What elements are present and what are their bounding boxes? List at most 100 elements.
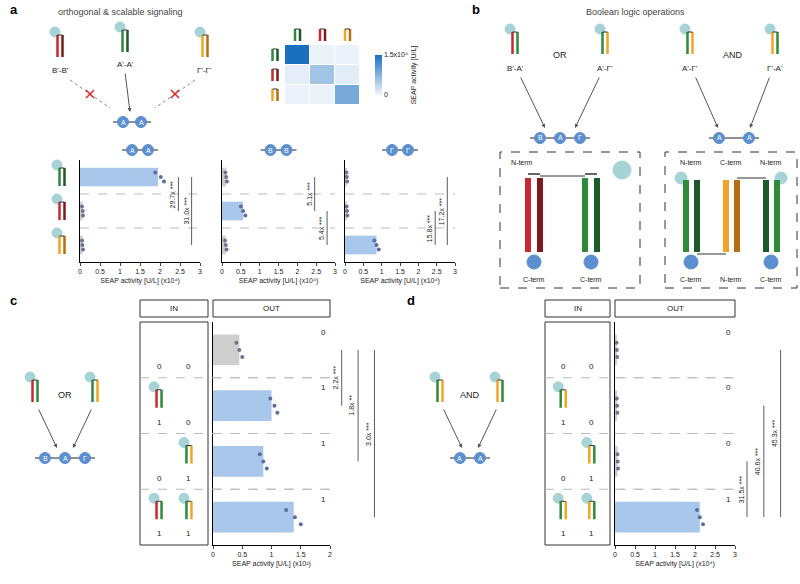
- svg-text:A'-A': A'-A': [117, 60, 134, 69]
- svg-text:SEAP activity [U/L] (x10⁴): SEAP activity [U/L] (x10⁴): [100, 277, 180, 285]
- svg-text:1: 1: [653, 551, 657, 558]
- svg-text:1.5: 1.5: [274, 268, 284, 275]
- svg-text:2: 2: [693, 551, 697, 558]
- svg-text:0: 0: [726, 439, 731, 448]
- svg-text:0: 0: [613, 551, 617, 558]
- svg-text:N-term: N-term: [680, 159, 702, 166]
- svg-text:1.5: 1.5: [135, 268, 145, 275]
- svg-text:40.6x ***: 40.6x ***: [754, 448, 761, 476]
- svg-text:15.8x ***: 15.8x ***: [426, 215, 433, 243]
- svg-text:3: 3: [453, 268, 457, 275]
- svg-text:A: A: [717, 134, 722, 141]
- svg-text:orthogonal & scalable signalin: orthogonal & scalable signaling: [58, 7, 183, 17]
- svg-text:0: 0: [589, 418, 594, 427]
- svg-text:5.1x ***: 5.1x ***: [306, 182, 313, 206]
- svg-text:A'-Γ': A'-Γ': [597, 64, 613, 73]
- svg-text:3: 3: [733, 551, 737, 558]
- svg-text:0: 0: [220, 268, 224, 275]
- svg-text:2: 2: [328, 551, 332, 558]
- svg-text:B: B: [43, 455, 48, 462]
- svg-text:B: B: [538, 134, 543, 141]
- svg-text:SEAP activity [U/L]: SEAP activity [U/L]: [410, 46, 418, 105]
- svg-text:IN: IN: [170, 304, 178, 313]
- svg-text:Γ'-A': Γ'-A': [767, 64, 783, 73]
- svg-text:2.5: 2.5: [175, 268, 185, 275]
- svg-text:Γ: Γ: [578, 134, 582, 141]
- svg-text:0: 0: [726, 328, 731, 337]
- svg-text:Γ: Γ: [390, 147, 394, 154]
- svg-text:0: 0: [561, 362, 566, 371]
- svg-text:17.2x ***: 17.2x ***: [438, 198, 445, 226]
- svg-text:C-term: C-term: [760, 276, 782, 283]
- svg-text:Boolean logic operations: Boolean logic operations: [586, 7, 685, 17]
- svg-text:2.5: 2.5: [432, 268, 442, 275]
- svg-text:1: 1: [321, 383, 326, 392]
- svg-text:1: 1: [380, 268, 384, 275]
- svg-text:1.5: 1.5: [395, 268, 405, 275]
- svg-text:A: A: [747, 134, 752, 141]
- svg-text:AND: AND: [723, 50, 743, 60]
- svg-text:1: 1: [726, 495, 731, 504]
- svg-text:A: A: [130, 147, 135, 154]
- svg-text:A: A: [121, 119, 126, 126]
- svg-text:1: 1: [561, 529, 566, 538]
- svg-text:3.0x ***: 3.0x ***: [365, 422, 372, 446]
- svg-text:0.5: 0.5: [630, 551, 640, 558]
- svg-text:SEAP activity [U/L] (x10²): SEAP activity [U/L] (x10²): [232, 560, 311, 568]
- svg-text:0: 0: [157, 362, 162, 371]
- svg-text:C-term: C-term: [680, 276, 702, 283]
- svg-text:Γ'-Γ': Γ'-Γ': [197, 66, 212, 75]
- svg-text:2.2x ***: 2.2x ***: [332, 366, 339, 390]
- svg-text:AND: AND: [460, 390, 480, 400]
- svg-text:1.5: 1.5: [670, 551, 680, 558]
- svg-text:1: 1: [157, 529, 162, 538]
- svg-text:Γ: Γ: [406, 147, 410, 154]
- svg-text:0.5: 0.5: [236, 268, 246, 275]
- svg-text:A: A: [139, 119, 144, 126]
- svg-text:a: a: [10, 2, 18, 17]
- svg-text:1: 1: [321, 495, 326, 504]
- svg-text:0: 0: [186, 418, 191, 427]
- svg-text:0.5: 0.5: [237, 551, 247, 558]
- svg-text:1: 1: [321, 439, 326, 448]
- svg-text:B: B: [284, 147, 289, 154]
- svg-text:OR: OR: [58, 390, 72, 400]
- svg-text:2: 2: [416, 268, 420, 275]
- svg-text:0: 0: [589, 362, 594, 371]
- svg-text:31.0x ***: 31.0x ***: [183, 197, 190, 225]
- svg-text:A'-Γ': A'-Γ': [682, 64, 698, 73]
- svg-text:B'-B': B'-B': [52, 66, 69, 75]
- svg-text:A: A: [457, 455, 462, 462]
- svg-text:1: 1: [118, 268, 122, 275]
- svg-text:OUT: OUT: [263, 304, 280, 313]
- svg-text:5.4x ***: 5.4x ***: [318, 216, 325, 240]
- svg-text:0: 0: [186, 362, 191, 371]
- svg-text:1.8x **: 1.8x **: [348, 395, 355, 416]
- svg-text:0: 0: [343, 268, 347, 275]
- svg-text:1.5x10⁴: 1.5x10⁴: [384, 51, 408, 58]
- svg-text:0: 0: [78, 268, 82, 275]
- svg-text:C-term: C-term: [580, 276, 602, 283]
- svg-text:d: d: [407, 293, 415, 308]
- svg-text:45.3x ***: 45.3x ***: [771, 420, 778, 448]
- svg-text:3: 3: [333, 268, 337, 275]
- svg-text:0: 0: [321, 328, 326, 337]
- svg-text:0: 0: [726, 383, 731, 392]
- svg-text:c: c: [10, 293, 17, 308]
- svg-text:SEAP activity [U/L] (x10⁴): SEAP activity [U/L] (x10⁴): [239, 277, 319, 285]
- svg-text:OUT: OUT: [667, 304, 684, 313]
- svg-text:1: 1: [186, 529, 191, 538]
- svg-text:1: 1: [157, 418, 162, 427]
- svg-text:1: 1: [258, 268, 262, 275]
- svg-text:1: 1: [270, 551, 274, 558]
- svg-text:SEAP activity [U/L] (x10⁴): SEAP activity [U/L] (x10⁴): [635, 560, 715, 568]
- svg-text:0: 0: [157, 474, 162, 483]
- svg-text:OR: OR: [553, 50, 567, 60]
- svg-text:C-term: C-term: [720, 159, 742, 166]
- svg-text:2: 2: [158, 268, 162, 275]
- svg-text:A: A: [478, 455, 483, 462]
- svg-text:2.5: 2.5: [311, 268, 321, 275]
- svg-text:2: 2: [295, 268, 299, 275]
- svg-text:0: 0: [561, 474, 566, 483]
- svg-text:2.5: 2.5: [710, 551, 720, 558]
